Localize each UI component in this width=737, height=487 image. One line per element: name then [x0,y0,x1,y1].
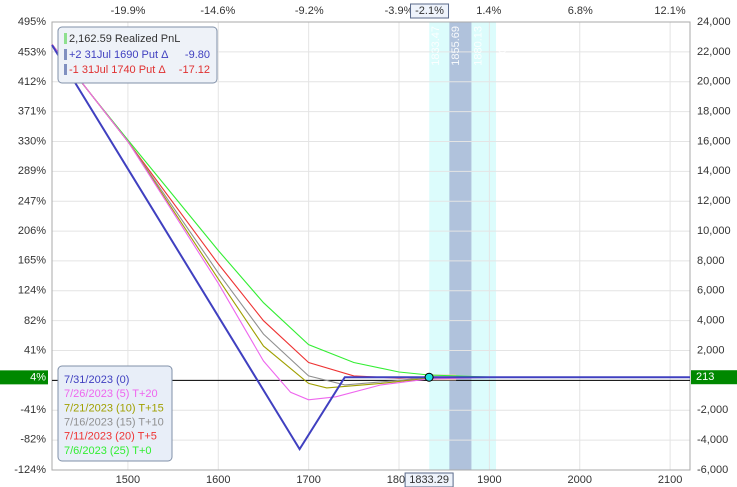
current-x-label: 1833.29 [409,474,449,486]
legend-entry: 7/11/2023 (20) T+5 [64,431,157,443]
price-band [449,22,472,470]
payoff-line [51,45,691,378]
position-expiry: 31Jul [85,49,111,61]
band-label: 1880.13 [472,26,484,66]
y-tick-label: 22,000 [697,46,731,58]
payoff-line [51,44,690,451]
y-tick-label: -2,000 [697,404,728,416]
y2-tick-label: 453% [18,46,46,58]
position-delta: -9.80 [185,49,210,61]
info-swatch [64,33,67,44]
legend-entry: 7/6/2023 (25) T+0 [64,445,152,457]
y2-tick-label: 412% [18,76,46,88]
x-tick-label: 1900 [477,474,501,486]
current-pct-top-label: -2.1% [415,5,444,17]
y2-tick-label: 206% [18,225,46,237]
x-tick-label: 2100 [658,474,682,486]
y2-tick-label: 495% [18,16,46,28]
legend-entry: 7/31/2023 (0) [64,374,129,386]
current-pnl-label: 213 [696,371,714,383]
x-tick-label: 1700 [296,474,320,486]
y-tick-label: 4,000 [697,315,725,327]
legend-entry: 7/21/2023 (10) T+15 [64,402,164,414]
position-expiry: 31Jul [82,64,108,76]
position-strike: 1740 [111,64,135,76]
y-tick-label: 16,000 [697,135,731,147]
band-label: 1833.47 [430,26,442,66]
y-tick-label: 18,000 [697,106,731,118]
realized-label: Realized PnL [115,33,180,45]
current-pct-top-tag [410,3,450,19]
x-tick-label: 2000 [568,474,592,486]
current-pct-tag [0,370,48,385]
y2-tick-label: -82% [20,434,46,446]
x2-tick-label: -14.6% [200,5,235,17]
y-tick-label: -6,000 [697,464,728,476]
y2-tick-label: -124% [14,464,46,476]
position-line: -1 31Jul 1740 Put Δ -17.12 [69,64,210,76]
x2-tick-label: 12.1% [654,5,685,17]
legend [57,365,173,462]
position-greek: Δ [158,64,166,76]
band-label: 1855.69 [450,26,462,66]
position-strike: 1690 [114,49,138,61]
y2-tick-label: 371% [18,106,46,118]
y2-tick-label: 82% [24,315,46,327]
x-tick-label: 1500 [116,474,140,486]
current-x-tag [404,472,454,487]
info-swatch [64,64,67,75]
payoff-line [51,44,691,401]
x2-tick-label: 6.8% [568,5,593,17]
current-pct-label: 4% [30,371,46,383]
position-kind: Put [142,49,159,61]
current-marker [424,372,434,382]
position-line: +2 31Jul 1690 Put Δ -9.80 [69,49,210,61]
position-kind: Put [139,64,156,76]
x-tick-label: 1600 [206,474,230,486]
y-tick-label: 24,000 [697,16,731,28]
legend-entry: 7/16/2023 (15) T+10 [64,417,164,429]
info-box [57,26,218,84]
x2-tick-label: 1.4% [476,5,501,17]
y-tick-label: 2,000 [697,344,725,356]
plot-frame [51,21,691,471]
position-greek: Δ [161,49,169,61]
band-label: 1907.36 [497,26,509,66]
x2-tick-label: -3.9% [385,5,414,17]
position-qty: +2 [69,49,82,61]
position-delta: -17.12 [179,64,210,76]
current-pnl-tag [691,370,737,385]
y2-tick-label: 124% [18,284,46,296]
realized-pnl: 2,162.59 Realized PnL [69,33,180,45]
realized-value: 2,162.59 [69,33,112,45]
y-tick-label: 20,000 [697,76,731,88]
position-qty: -1 [69,64,79,76]
y-tick-label: -4,000 [697,434,728,446]
y2-tick-label: 289% [18,165,46,177]
y2-tick-label: 165% [18,255,46,267]
info-swatch [64,49,67,60]
x2-tick-label: -19.9% [111,5,146,17]
y2-tick-label: 41% [24,344,46,356]
y2-tick-label: -41% [20,404,46,416]
legend-entry: 7/26/2023 (5) T+20 [64,388,158,400]
y-tick-label: 6,000 [697,285,725,297]
y-tick-label: 14,000 [697,165,731,177]
y-tick-label: 10,000 [697,225,731,237]
x2-tick-label: -9.2% [295,5,324,17]
y2-tick-label: 330% [18,135,46,147]
y2-tick-label: 247% [18,195,46,207]
y-tick-label: 12,000 [697,195,731,207]
y-tick-label: 8,000 [697,255,725,267]
